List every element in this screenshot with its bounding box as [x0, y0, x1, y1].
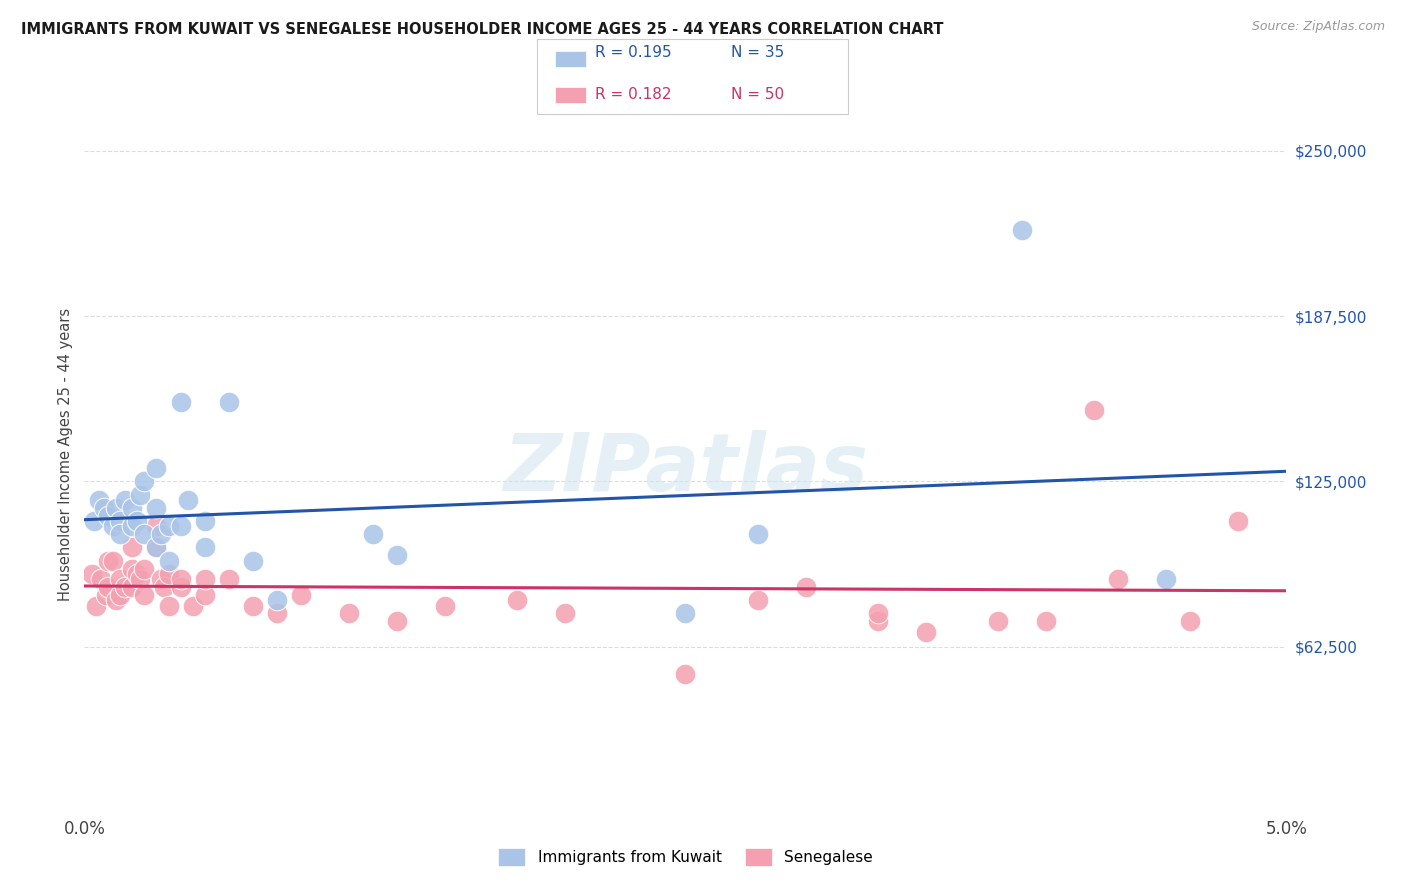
Point [1011, 223, 1033, 237]
Point [150, 572, 173, 586]
Point [145, 519, 167, 533]
Point [1035, 615, 1057, 629]
Point [194, 541, 217, 555]
Point [181, 599, 204, 613]
Point [242, 554, 264, 568]
Text: ZIPatlas: ZIPatlas [503, 430, 868, 508]
Point [794, 580, 817, 594]
Point [110, 514, 132, 528]
Point [110, 572, 132, 586]
Point [554, 607, 576, 621]
Point [87, 492, 110, 507]
Point [127, 514, 149, 528]
Point [86, 599, 108, 613]
Point [177, 492, 200, 507]
Point [866, 607, 889, 621]
Point [169, 580, 191, 594]
Point [1107, 572, 1129, 586]
Point [157, 599, 180, 613]
Point [675, 667, 697, 681]
Point [747, 593, 769, 607]
Point [218, 395, 240, 409]
Text: IMMIGRANTS FROM KUWAIT VS SENEGALESE HOUSEHOLDER INCOME AGES 25 - 44 YEARS CORRE: IMMIGRANTS FROM KUWAIT VS SENEGALESE HOU… [21, 22, 943, 37]
Point [121, 561, 143, 575]
Point [103, 519, 125, 533]
Point [337, 607, 360, 621]
Point [506, 593, 529, 607]
Text: N = 50: N = 50 [731, 87, 785, 102]
Point [134, 475, 156, 489]
Point [157, 566, 180, 581]
Text: Source: ZipAtlas.com: Source: ZipAtlas.com [1251, 20, 1385, 33]
Point [97, 554, 120, 568]
Point [110, 588, 132, 602]
Point [194, 588, 217, 602]
Point [194, 514, 217, 528]
Point [104, 500, 127, 515]
Point [121, 541, 143, 555]
Point [121, 580, 143, 594]
Point [145, 541, 167, 555]
Point [83, 514, 105, 528]
Point [157, 554, 180, 568]
Point [145, 541, 167, 555]
Point [134, 561, 156, 575]
Point [152, 580, 174, 594]
Point [169, 395, 191, 409]
Point [128, 572, 150, 586]
Point [94, 588, 117, 602]
Text: R = 0.195: R = 0.195 [595, 45, 671, 60]
Text: N = 35: N = 35 [731, 45, 785, 60]
Point [866, 615, 889, 629]
Point [218, 572, 240, 586]
Point [145, 461, 167, 475]
Point [194, 572, 217, 586]
Point [987, 615, 1010, 629]
Point [80, 566, 103, 581]
Point [110, 527, 132, 541]
Point [385, 615, 408, 629]
Point [97, 508, 120, 523]
Point [157, 519, 180, 533]
Point [134, 588, 156, 602]
Point [103, 554, 125, 568]
Point [169, 572, 191, 586]
Point [675, 607, 697, 621]
Text: R = 0.182: R = 0.182 [595, 87, 671, 102]
Point [915, 625, 938, 640]
Point [145, 500, 167, 515]
Point [290, 588, 312, 602]
Point [97, 580, 120, 594]
Point [90, 572, 112, 586]
Point [747, 527, 769, 541]
Point [242, 599, 264, 613]
Point [1227, 514, 1250, 528]
Point [385, 549, 408, 563]
Point [1180, 615, 1202, 629]
Point [134, 527, 156, 541]
Point [266, 593, 288, 607]
Point [114, 580, 136, 594]
Point [361, 527, 384, 541]
Legend: Immigrants from Kuwait, Senegalese: Immigrants from Kuwait, Senegalese [492, 842, 879, 871]
Point [114, 492, 136, 507]
Point [121, 500, 143, 515]
Point [128, 487, 150, 501]
Y-axis label: Householder Income Ages 25 - 44 years: Householder Income Ages 25 - 44 years [58, 309, 73, 601]
Point [1156, 572, 1178, 586]
Point [127, 566, 149, 581]
Point [434, 599, 457, 613]
Point [1083, 403, 1105, 417]
Point [150, 527, 173, 541]
Point [104, 593, 127, 607]
Point [93, 500, 115, 515]
Point [266, 607, 288, 621]
Point [169, 519, 191, 533]
Point [121, 519, 143, 533]
